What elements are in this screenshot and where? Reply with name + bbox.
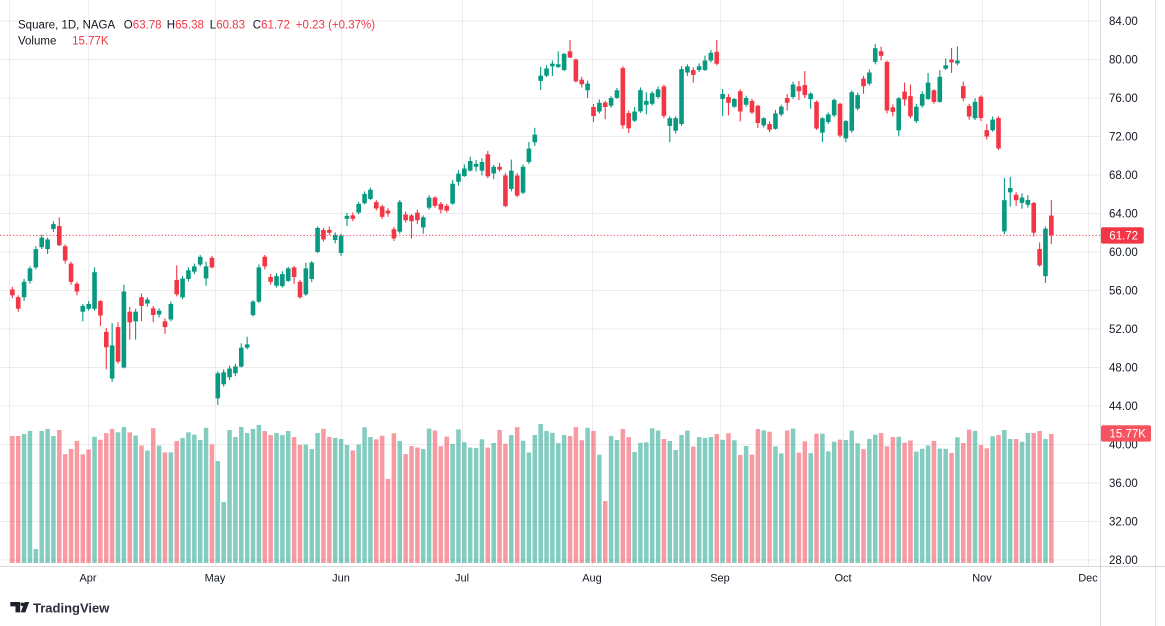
svg-text:61.72: 61.72: [1109, 231, 1138, 243]
svg-text:32.00: 32.00: [1109, 517, 1138, 529]
svg-text:36.00: 36.00: [1109, 478, 1138, 490]
svg-text:Sep: Sep: [710, 573, 730, 585]
svg-text:84.00: 84.00: [1109, 16, 1138, 28]
svg-text:52.00: 52.00: [1109, 324, 1138, 336]
svg-text:Square, 1D, NAGA: Square, 1D, NAGA: [18, 20, 115, 32]
svg-text:48.00: 48.00: [1109, 363, 1138, 375]
svg-text:80.00: 80.00: [1109, 55, 1138, 67]
svg-text:Oct: Oct: [834, 573, 851, 585]
svg-text:15.77K: 15.77K: [1110, 429, 1147, 441]
svg-text:72.00: 72.00: [1109, 132, 1138, 144]
svg-text:Apr: Apr: [79, 573, 96, 585]
svg-text:C: C: [253, 20, 261, 32]
svg-text:64.00: 64.00: [1109, 209, 1138, 221]
svg-text:H: H: [167, 20, 175, 32]
svg-text:Jul: Jul: [455, 573, 469, 585]
svg-text:65.38: 65.38: [175, 20, 204, 32]
svg-text:40.00: 40.00: [1109, 440, 1138, 452]
svg-text:56.00: 56.00: [1109, 286, 1138, 298]
svg-text:15.77K: 15.77K: [72, 36, 109, 48]
svg-text:Volume: Volume: [18, 36, 56, 48]
svg-text:61.72: 61.72: [261, 20, 290, 32]
svg-text:44.00: 44.00: [1109, 401, 1138, 413]
svg-text:Aug: Aug: [582, 573, 602, 585]
svg-text:L: L: [210, 20, 217, 32]
svg-text:60.83: 60.83: [216, 20, 245, 32]
svg-text:Dec: Dec: [1078, 573, 1098, 585]
svg-text:60.00: 60.00: [1109, 247, 1138, 259]
svg-text:+0.23 (+0.37%): +0.23 (+0.37%): [296, 20, 375, 32]
svg-text:63.78: 63.78: [133, 20, 162, 32]
svg-text:76.00: 76.00: [1109, 93, 1138, 105]
svg-text:Jun: Jun: [332, 573, 350, 585]
svg-text:68.00: 68.00: [1109, 170, 1138, 182]
svg-text:28.00: 28.00: [1109, 555, 1138, 567]
svg-text:May: May: [205, 573, 226, 585]
svg-text:TradingView: TradingView: [33, 601, 110, 616]
svg-text:Nov: Nov: [972, 573, 992, 585]
svg-text:O: O: [124, 20, 133, 32]
